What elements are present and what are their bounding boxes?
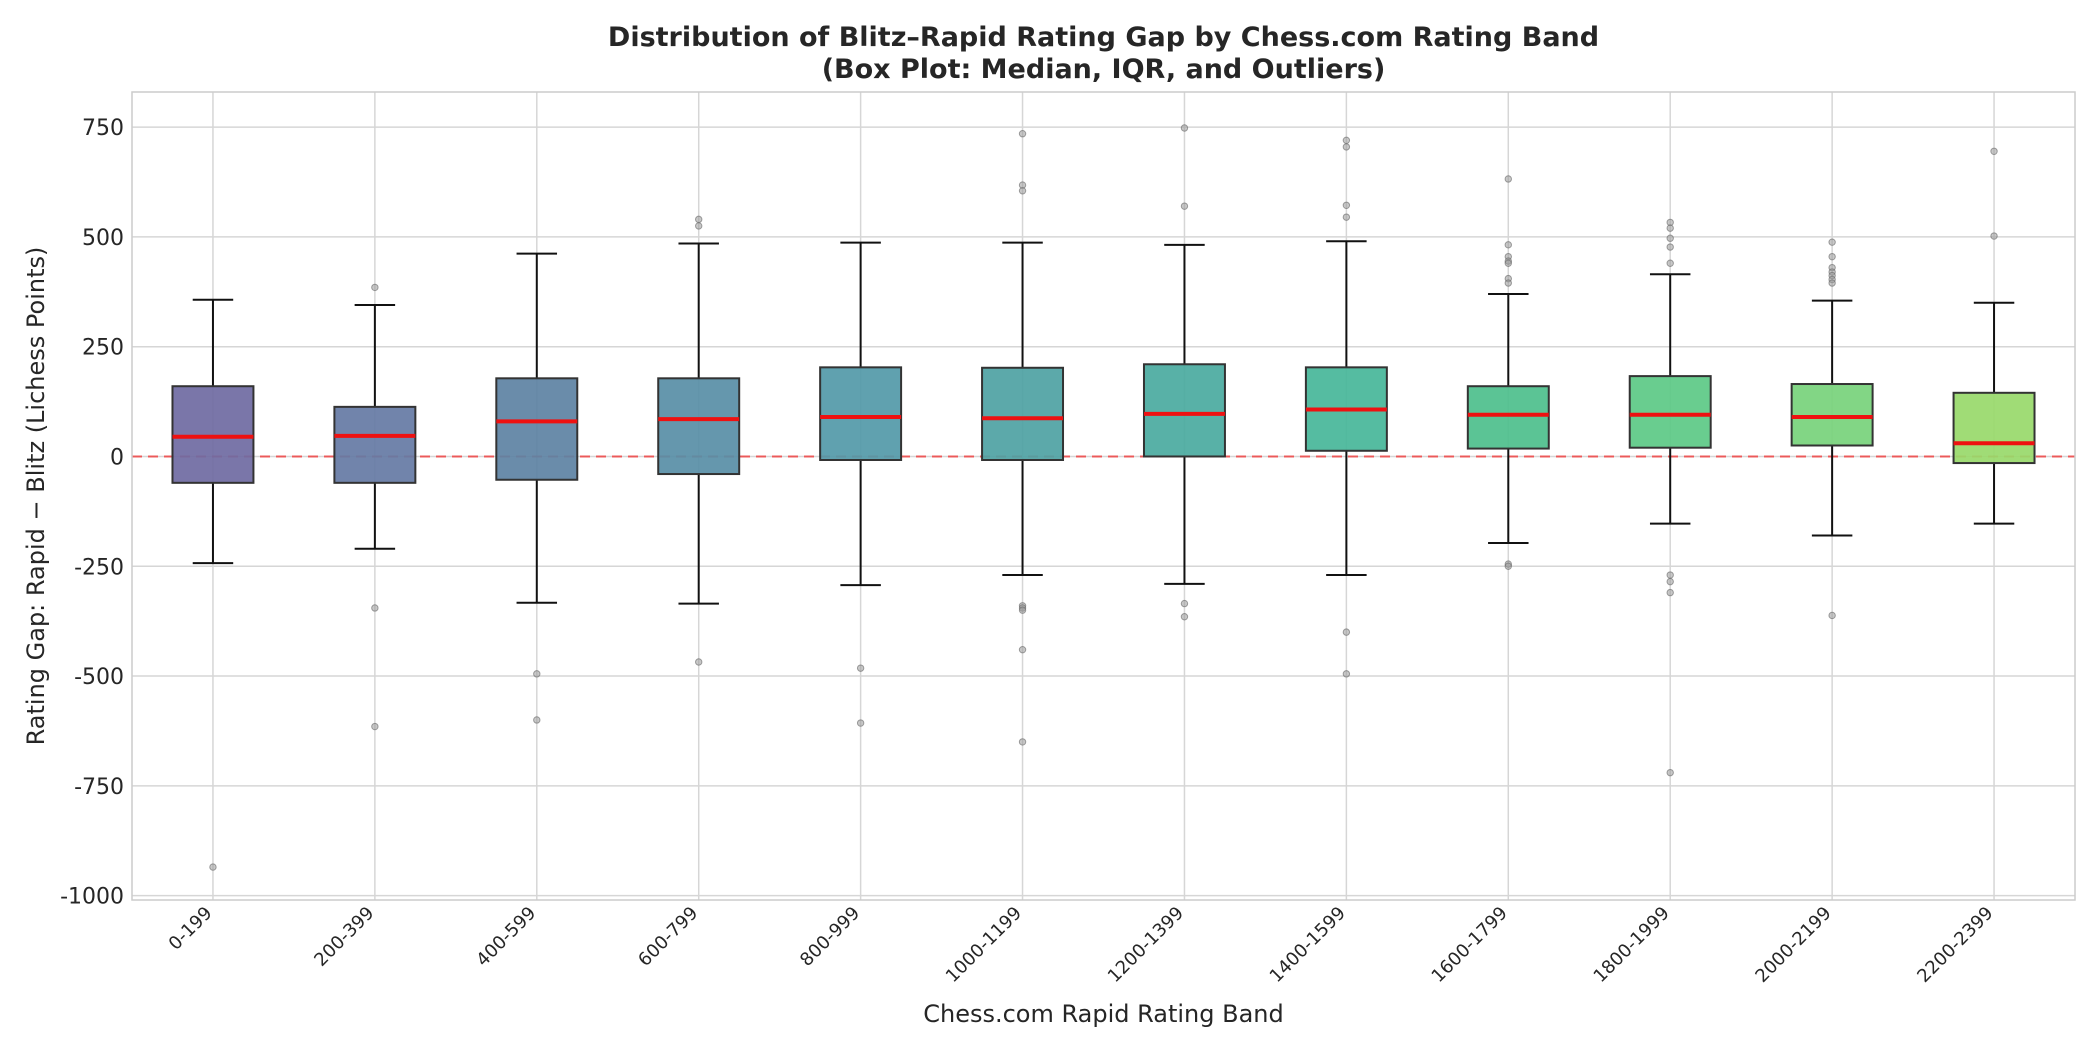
boxes-layer [171,124,2036,871]
iqr-box [1142,363,1226,458]
outlier-point [1018,606,1027,614]
iqr-box [333,405,417,484]
outlier-point [1504,175,1512,183]
box-1600-1799 [1466,175,1550,570]
box-1800-1999 [1628,218,1712,777]
outlier-point [1666,577,1674,586]
x-tick-label: 1000-1199 [942,903,1026,987]
outlier-point [1504,562,1512,570]
outlier-point [371,283,379,292]
x-tick-label: 800-999 [796,903,864,971]
outlier-point [856,719,865,727]
iqr-box [171,385,255,484]
chart-subtitle: (Box Plot: Median, IQR, and Outliers) [822,54,1386,85]
iqr-box [1952,391,2036,465]
box-400-599 [495,252,579,724]
outlier-point [371,722,379,731]
outlier-point [533,670,541,678]
x-tick-label: 1800-1999 [1590,903,1674,987]
y-tick-label: -1000 [60,885,124,910]
outlier-point [1666,259,1674,267]
outlier-point [1828,279,1836,287]
box-2200-2399 [1952,147,2036,525]
box-600-799 [657,215,741,666]
outlier-point [1180,599,1189,608]
x-axis-label: Chess.com Rapid Rating Band [923,1000,1284,1028]
outlier-point [695,222,703,230]
outlier-point [1666,571,1674,579]
iqr-box [981,366,1065,461]
outlier-point [1504,259,1512,267]
iqr-box [1466,385,1550,450]
outlier-point [1666,588,1674,597]
outlier-point [1018,645,1027,654]
outlier-point [1504,279,1512,287]
outlier-point [1342,628,1351,636]
y-tick-label: 0 [110,445,124,470]
outlier-point [1990,232,1998,240]
y-tick-label: -250 [74,555,124,580]
x-tick-label: 2000-2199 [1751,903,1835,987]
plot-frame [131,91,2076,901]
outlier-point [1828,611,1836,620]
y-tick-label: 750 [82,116,124,141]
x-tick-label: 200-399 [310,903,378,971]
grid-layer [132,92,2075,900]
box-2000-2199 [1790,238,1874,620]
outlier-point [209,863,217,871]
outlier-point [1342,201,1351,209]
x-tick-label: 2200-2399 [1913,903,1997,987]
box-1200-1399 [1142,124,1226,621]
box-1000-1199 [981,130,1065,746]
x-tick-label: 1600-1799 [1428,903,1512,987]
box-0-199 [171,298,255,871]
outlier-point [856,664,865,672]
x-tick-label: 0-199 [165,903,217,955]
y-axis-label: Rating Gap: Rapid − Blitz (Lichess Point… [22,247,50,746]
outlier-point [1180,124,1189,132]
chart-title: Distribution of Blitz–Rapid Rating Gap b… [608,22,1599,53]
outlier-point [1018,130,1027,138]
outlier-point [1828,252,1836,261]
outlier-point [1990,147,1998,155]
outlier-point [1666,243,1674,251]
outlier-point [533,716,541,724]
outlier-point [695,658,703,666]
outlier-point [1018,738,1027,746]
iqr-box [657,377,741,476]
y-tick-label: -500 [74,665,124,690]
x-tick-label: 1400-1599 [1266,903,1350,987]
y-tick-label: 500 [82,226,124,251]
box-200-399 [333,283,417,731]
outlier-point [1342,136,1351,145]
outlier-point [371,604,379,612]
outlier-point [1666,768,1674,777]
outlier-point [1828,238,1836,246]
outlier-point [1180,613,1189,621]
outlier-point [1504,241,1512,249]
box-800-999 [819,241,903,727]
y-tick-label: -750 [74,775,124,800]
outlier-point [1342,143,1351,151]
tick-label-layer: 750 500 250 0 -250 -500 -750 -1000 0-199 200-399 4… [60,116,1998,987]
outlier-point [1342,670,1351,678]
y-tick-label: 250 [82,336,124,361]
outlier-point [1666,224,1674,232]
outlier-point [1180,202,1189,210]
iqr-box [1790,383,1874,447]
box-1400-1599 [1304,136,1388,678]
x-tick-label: 600-799 [634,903,702,971]
iqr-box [1628,375,1712,449]
outlier-point [695,215,703,224]
outlier-point [1018,187,1027,195]
x-tick-label: 400-599 [472,903,540,971]
iqr-box [819,366,903,461]
outlier-point [1342,213,1351,221]
iqr-box [495,377,579,481]
x-tick-label: 1200-1399 [1104,903,1188,987]
outlier-point [1666,234,1674,242]
